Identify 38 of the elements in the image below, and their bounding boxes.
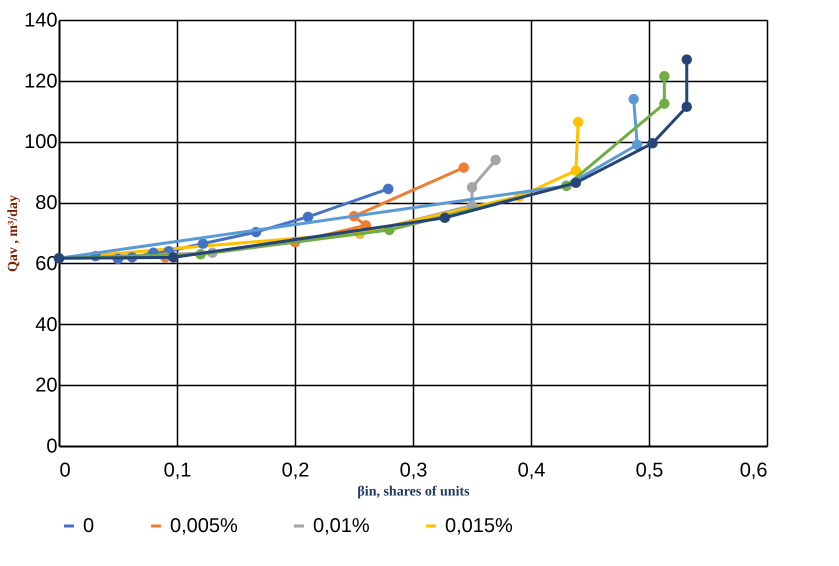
point <box>382 184 394 194</box>
legend-label: 0,005% <box>170 515 238 537</box>
y-tick-label: 20 <box>35 374 58 397</box>
legend-label: 0,015% <box>445 515 514 537</box>
point <box>570 178 582 188</box>
x-tick-label: 0,3 <box>400 460 428 482</box>
y-tick-label: 100 <box>24 131 58 154</box>
point <box>682 54 692 65</box>
y-tick-label: 80 <box>35 192 58 214</box>
point <box>490 154 501 166</box>
y-tick-label: 120 <box>24 70 58 92</box>
x-tick-label: 0,4 <box>518 460 546 482</box>
point <box>198 238 208 249</box>
x-tick-label: 0,5 <box>636 460 664 482</box>
x-tick-label: 0 <box>60 460 71 482</box>
x-axis-title: βin, shares of units <box>357 484 470 500</box>
point <box>168 252 179 263</box>
point <box>682 101 692 112</box>
point <box>458 162 469 173</box>
point <box>572 116 584 128</box>
point <box>659 98 670 109</box>
legend-label: 0 <box>83 515 94 537</box>
y-tick-label: 40 <box>35 314 58 336</box>
point <box>647 138 658 148</box>
point <box>659 71 670 82</box>
x-tick-label: 0,2 <box>282 460 310 482</box>
legend-label: 0,01% <box>313 515 370 537</box>
point <box>466 182 478 193</box>
point <box>628 94 639 104</box>
point <box>570 165 582 176</box>
point <box>440 212 450 224</box>
point <box>632 140 642 150</box>
point <box>302 212 314 222</box>
x-tick-label: 0,1 <box>164 460 192 482</box>
x-tick-label: 0,6 <box>740 460 768 482</box>
y-tick-label: 0 <box>46 436 58 458</box>
y-tick-label: 140 <box>24 10 58 32</box>
y-axis-title: Qav , m³/day <box>6 195 22 272</box>
